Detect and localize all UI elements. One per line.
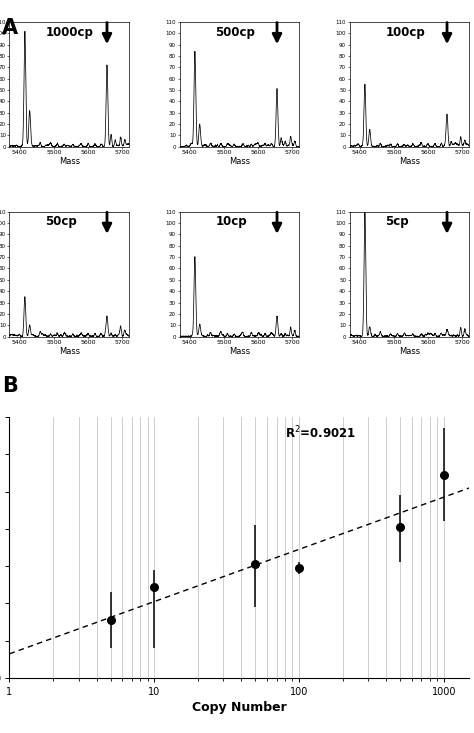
Text: 1000cp: 1000cp: [46, 26, 93, 39]
Text: R$^{2}$=0.9021: R$^{2}$=0.9021: [285, 425, 356, 441]
X-axis label: Mass: Mass: [399, 347, 420, 356]
X-axis label: Copy Number: Copy Number: [192, 701, 287, 714]
X-axis label: Mass: Mass: [229, 158, 250, 166]
X-axis label: Mass: Mass: [399, 158, 420, 166]
Text: 500cp: 500cp: [215, 26, 255, 39]
X-axis label: Mass: Mass: [229, 347, 250, 356]
Text: 100cp: 100cp: [385, 26, 425, 39]
Text: 50cp: 50cp: [46, 216, 77, 229]
X-axis label: Mass: Mass: [59, 158, 80, 166]
Text: 5cp: 5cp: [385, 216, 409, 229]
X-axis label: Mass: Mass: [59, 347, 80, 356]
Text: B: B: [2, 376, 18, 396]
Text: 10cp: 10cp: [215, 216, 247, 229]
Text: A: A: [2, 18, 18, 38]
